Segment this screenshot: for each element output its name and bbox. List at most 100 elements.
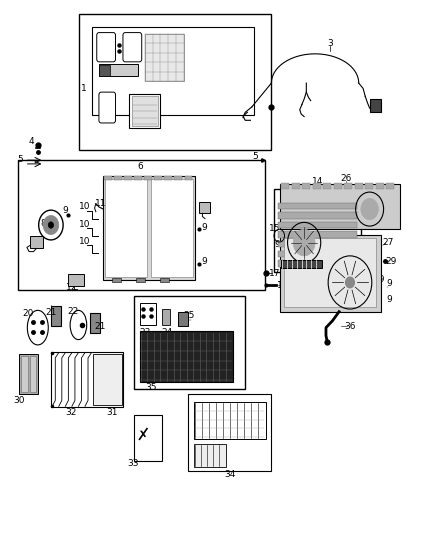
Text: 33: 33	[127, 459, 138, 467]
Bar	[18, 160, 265, 290]
Bar	[136, 278, 145, 282]
Bar	[99, 64, 138, 76]
Text: 9: 9	[201, 257, 207, 265]
Text: 4: 4	[28, 137, 34, 146]
Text: 11: 11	[95, 199, 106, 208]
Bar	[160, 278, 169, 282]
Bar	[29, 357, 36, 392]
Bar	[103, 176, 195, 280]
Text: 22: 22	[67, 307, 78, 316]
Bar	[140, 303, 156, 325]
Bar	[292, 183, 300, 189]
Bar	[112, 278, 121, 282]
Text: 32: 32	[65, 408, 76, 417]
Text: 1: 1	[81, 84, 87, 93]
Bar	[90, 313, 100, 333]
Text: 12: 12	[66, 283, 78, 292]
Bar	[376, 183, 384, 189]
Text: 6: 6	[138, 162, 143, 171]
Bar	[104, 175, 112, 180]
Bar	[386, 183, 394, 189]
Text: 3: 3	[328, 39, 333, 48]
Text: 20: 20	[22, 309, 33, 318]
Ellipse shape	[138, 425, 143, 431]
Text: 9: 9	[386, 295, 392, 304]
Bar	[145, 175, 152, 180]
Text: 21: 21	[95, 321, 106, 330]
FancyBboxPatch shape	[99, 92, 116, 123]
Text: 21: 21	[45, 308, 57, 317]
Bar	[188, 394, 272, 471]
Bar	[278, 212, 357, 219]
Text: 9: 9	[386, 279, 392, 288]
Bar	[162, 309, 170, 325]
Text: 28: 28	[353, 278, 364, 287]
Text: 36: 36	[344, 321, 356, 330]
Text: 5: 5	[18, 155, 23, 164]
Bar	[51, 306, 60, 326]
Bar	[365, 183, 373, 189]
Text: 35: 35	[145, 383, 157, 392]
Bar	[93, 354, 122, 405]
Bar	[154, 175, 162, 180]
Bar	[92, 27, 254, 115]
Text: 26: 26	[340, 174, 351, 183]
Circle shape	[346, 277, 354, 288]
Circle shape	[48, 222, 53, 228]
Bar	[194, 443, 226, 467]
Bar	[282, 183, 289, 189]
Text: 34: 34	[225, 471, 236, 479]
Bar	[79, 14, 272, 150]
Bar	[51, 352, 123, 407]
Text: 30: 30	[14, 396, 25, 405]
Text: 18: 18	[277, 280, 289, 289]
Bar	[321, 256, 367, 290]
Text: 17: 17	[269, 269, 281, 278]
Bar	[132, 96, 158, 126]
Bar	[280, 184, 400, 229]
Bar	[145, 34, 184, 82]
Bar	[140, 332, 233, 382]
Bar	[178, 312, 188, 326]
Bar	[302, 183, 310, 189]
Bar	[355, 183, 363, 189]
Text: 25: 25	[184, 311, 195, 320]
FancyBboxPatch shape	[97, 33, 116, 62]
Text: 9: 9	[274, 240, 280, 249]
Bar	[30, 236, 42, 248]
Bar	[313, 183, 321, 189]
Bar	[130, 94, 160, 128]
Text: 9: 9	[201, 223, 207, 232]
Text: 13: 13	[200, 205, 212, 214]
Text: 19: 19	[374, 275, 385, 284]
Text: 10: 10	[79, 237, 91, 246]
Circle shape	[43, 215, 59, 235]
Bar	[278, 203, 357, 209]
Bar	[278, 260, 357, 266]
Text: 27: 27	[383, 238, 394, 247]
Ellipse shape	[144, 437, 149, 442]
Bar	[174, 175, 182, 180]
Circle shape	[361, 198, 378, 220]
Text: 10: 10	[79, 203, 91, 212]
Bar	[285, 238, 376, 308]
Bar	[151, 179, 193, 277]
Text: 31: 31	[106, 408, 118, 417]
Bar	[134, 296, 245, 389]
Bar	[334, 183, 342, 189]
Text: 29: 29	[385, 257, 396, 265]
Text: 15: 15	[269, 224, 281, 233]
Text: 24: 24	[161, 328, 172, 337]
Text: 10: 10	[79, 220, 91, 229]
Bar	[134, 415, 162, 461]
Text: 7: 7	[34, 241, 39, 250]
Bar	[21, 357, 28, 392]
Bar	[370, 99, 381, 112]
Bar	[344, 183, 352, 189]
Text: 8: 8	[41, 220, 46, 229]
Text: 9: 9	[63, 206, 68, 215]
Bar	[199, 201, 210, 213]
Bar	[114, 175, 122, 180]
Bar	[280, 235, 381, 312]
Bar	[323, 183, 331, 189]
